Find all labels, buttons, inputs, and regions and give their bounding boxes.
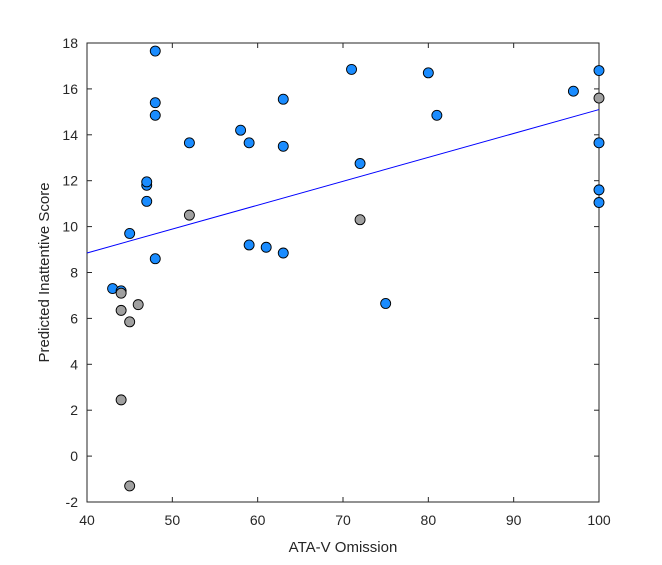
gray-data-point	[124, 480, 136, 492]
fit-line	[86, 109, 600, 254]
blue-data-point	[149, 45, 161, 57]
x-tick-label: 50	[165, 512, 181, 528]
blue-data-point	[141, 176, 153, 188]
x-tick-label: 80	[421, 512, 437, 528]
x-axis-label: ATA-V Omission	[289, 539, 398, 556]
blue-data-point	[277, 140, 289, 152]
y-tick-label: 4	[70, 356, 78, 372]
gray-data-point	[593, 92, 605, 104]
x-tick-label: 40	[79, 512, 95, 528]
y-tick-label: 14	[62, 127, 78, 143]
x-tick-label: 60	[250, 512, 266, 528]
y-axis-ticks: -2 0 2 4 6 8 10 12 14 16 18	[62, 35, 599, 510]
blue-data-point	[277, 93, 289, 105]
y-tick-label: 0	[70, 448, 78, 464]
gray-data-point	[115, 394, 127, 406]
blue-data-point	[149, 109, 161, 121]
points-layer	[107, 45, 605, 492]
blue-data-point	[235, 124, 247, 136]
y-tick-label: -2	[66, 494, 79, 510]
blue-data-point	[149, 253, 161, 265]
axes-frame	[86, 42, 600, 503]
y-tick-label: 6	[70, 310, 78, 326]
blue-data-point	[593, 184, 605, 196]
blue-data-point	[243, 239, 255, 251]
y-tick-label: 16	[62, 81, 78, 97]
blue-data-point	[124, 228, 136, 239]
blue-data-point	[567, 85, 579, 97]
fit-line-layer	[86, 109, 600, 254]
gray-data-point	[115, 304, 127, 316]
blue-data-point	[183, 137, 195, 149]
blue-data-point	[243, 137, 255, 149]
gray-data-point	[183, 209, 195, 221]
blue-data-point	[354, 158, 366, 169]
y-tick-label: 12	[62, 173, 78, 189]
blue-data-point	[431, 109, 443, 121]
y-tick-label: 18	[62, 35, 78, 51]
gray-data-point	[115, 287, 127, 299]
y-tick-label: 10	[62, 219, 78, 235]
blue-data-point	[380, 298, 392, 309]
plot-area: 40 50 60 70 80 90 100 -2 0 2 4 6 8 10 12 14 16 18	[62, 35, 610, 528]
blue-data-point	[149, 97, 161, 109]
blue-data-point	[260, 241, 272, 253]
blue-data-point	[141, 195, 153, 207]
x-tick-label: 100	[587, 512, 611, 528]
gray-data-point	[132, 299, 144, 311]
blue-data-point	[593, 137, 605, 149]
y-tick-label: 8	[70, 265, 78, 281]
gray-data-point	[354, 214, 366, 226]
x-axis-ticks: 40 50 60 70 80 90 100	[79, 43, 611, 528]
y-tick-label: 2	[70, 402, 78, 418]
blue-data-point	[593, 65, 605, 76]
blue-data-point	[346, 63, 357, 75]
x-tick-label: 90	[506, 512, 522, 528]
gray-data-point	[124, 316, 136, 328]
x-tick-label: 70	[335, 512, 351, 528]
blue-data-point	[593, 197, 605, 208]
blue-data-point	[277, 247, 289, 259]
blue-data-point	[422, 67, 434, 79]
y-axis-label: Predicted Inattentive Score	[36, 182, 53, 362]
